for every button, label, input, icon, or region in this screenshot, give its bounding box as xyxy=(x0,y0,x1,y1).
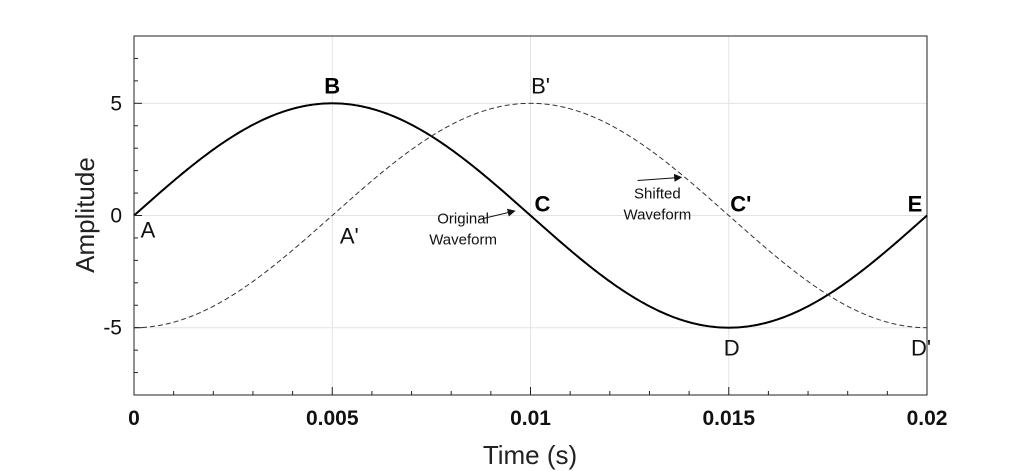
annotation-layer: Original Waveform Shifted Waveform xyxy=(429,173,691,249)
point-label: A' xyxy=(340,224,359,249)
tick-layer: 0 0.005 0.01 0.015 0.02 5 0 -5 xyxy=(103,35,948,430)
annotation-arrow xyxy=(637,173,683,182)
point-label: B' xyxy=(531,73,550,98)
y-axis-title: Amplitude xyxy=(70,157,100,273)
x-tick-label: 0.005 xyxy=(306,407,359,430)
x-tick-label: 0.01 xyxy=(510,407,551,430)
point-label-layer: A B C D E A' B' C' D' xyxy=(141,73,931,360)
annotation-text: Waveform xyxy=(429,232,497,249)
point-label: D' xyxy=(911,336,931,361)
annotation-text: Original xyxy=(437,211,489,228)
x-tick-label: 0 xyxy=(128,407,140,430)
annotation-text: Waveform xyxy=(623,207,691,224)
annotation-arrow xyxy=(478,208,516,220)
point-label: B xyxy=(324,73,340,98)
annotation-text: Shifted xyxy=(634,186,681,203)
x-tick-label: 0.02 xyxy=(907,407,948,430)
y-tick-label: 0 xyxy=(110,205,122,228)
original-waveform-line xyxy=(133,102,928,329)
y-tick-label: -5 xyxy=(103,317,122,340)
x-axis-title: Time (s) xyxy=(483,440,577,470)
point-label: A xyxy=(141,218,156,243)
point-label: C' xyxy=(730,192,751,217)
y-tick-label: 5 xyxy=(110,92,122,115)
point-label: D xyxy=(724,336,740,361)
point-label: C xyxy=(535,192,551,217)
point-label: E xyxy=(908,192,923,217)
series-layer xyxy=(133,102,928,329)
shifted-waveform-line xyxy=(133,102,928,329)
x-tick-label: 0.015 xyxy=(702,407,755,430)
